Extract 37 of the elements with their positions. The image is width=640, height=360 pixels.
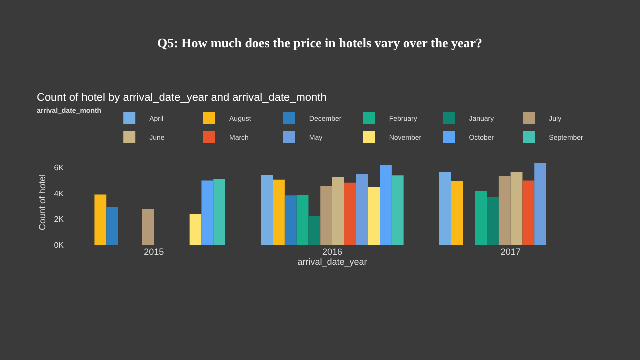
bar [368,187,380,245]
bar [106,207,118,245]
x-tick-label: 2015 [144,247,164,257]
bar [451,181,464,245]
bar [320,186,332,245]
bar [380,165,392,245]
bar [356,174,368,245]
x-tick-label: 2016 [322,247,343,257]
bar [202,180,214,245]
bar [475,191,488,245]
bar [440,172,452,245]
y-tick-label: 4K [54,189,65,198]
y-axis-title: Count of hotel [38,174,48,231]
bar [214,179,226,245]
y-tick-label: 6K [54,164,65,173]
bar [344,182,356,245]
bar [308,216,321,245]
bar [498,176,511,245]
bar [94,194,107,245]
x-tick-label: 2017 [500,247,521,257]
x-axis-title: arrival_date_year [298,257,368,267]
bar [190,214,202,245]
bar [142,209,154,245]
bar [510,172,523,245]
bar [273,180,285,245]
y-tick-label: 0K [54,240,65,250]
chart-title: Q5: How much does the price in hotels vary over the year? [157,36,483,51]
bar [296,195,309,245]
bar [332,177,344,245]
bar [261,175,274,245]
bar [487,197,499,245]
bar [522,180,535,245]
bar [392,176,404,245]
bar [534,163,546,245]
chart-subtitle: Count of hotel by arrival_date_year and arrival_date_month [37,92,327,104]
y-tick-label: 2K [54,215,65,224]
bar [284,196,297,245]
